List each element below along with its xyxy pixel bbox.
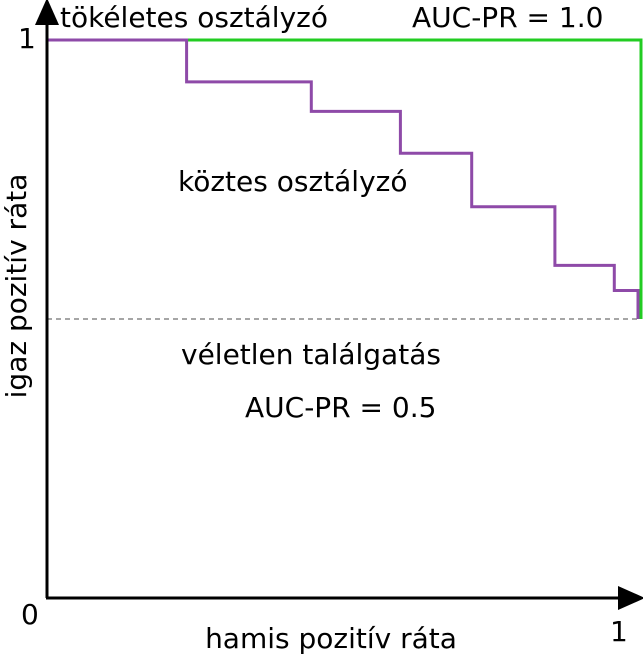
y-axis-label: igaz pozitív ráta [0,174,33,399]
random-auc-label: AUC-PR = 0.5 [245,391,436,424]
x-axis-label: hamis pozitív ráta [205,622,457,655]
y-max-label: 1 [18,22,36,55]
x-max-label: 1 [610,615,628,648]
perfect-auc-label: AUC-PR = 1.0 [412,1,603,34]
intermediate-classifier-label: köztes osztályzó [178,165,407,198]
origin-label: 0 [21,598,39,631]
perfect-classifier-label: tökéletes osztályzó [60,1,328,34]
perfect-classifier-curve [47,38,643,319]
intermediate-classifier-curve [47,38,640,319]
random-guess-label: véletlen találgatás [181,338,441,371]
